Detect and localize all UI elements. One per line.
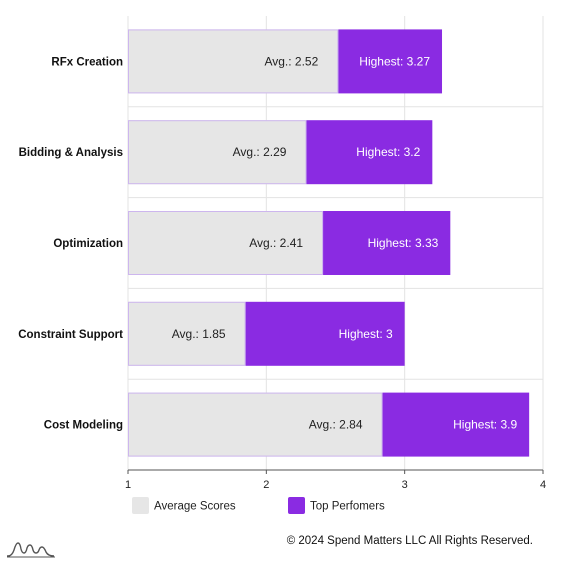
data-label-highest: Highest: 3 [339, 327, 393, 341]
category-label: Cost Modeling [44, 420, 123, 432]
data-label-highest: Highest: 3.2 [356, 145, 420, 159]
bar-average-outline [128, 29, 339, 94]
category-label: Bidding & Analysis [19, 147, 123, 159]
bar-average [128, 301, 246, 366]
data-label-highest: Highest: 3.27 [359, 54, 430, 68]
data-label-highest: Highest: 3.9 [453, 418, 517, 432]
category-label: Constraint Support [18, 329, 123, 341]
data-label-average: Avg.: 2.29 [233, 145, 287, 159]
copyright-text: © 2024 Spend Matters LLC All Rights Rese… [286, 535, 533, 547]
data-label-average: Avg.: 2.84 [309, 418, 363, 432]
x-tick-label: 4 [540, 479, 546, 491]
bar-average-outline [128, 392, 383, 457]
legend: Average Scores Top Perfomers [132, 497, 385, 514]
data-label-average: Avg.: 1.85 [172, 327, 226, 341]
legend-label: Top Perfomers [310, 501, 385, 513]
data-label-average: Avg.: 2.41 [249, 236, 303, 250]
bar-average-outline [128, 211, 324, 275]
bar-average [128, 211, 324, 275]
bars: Avg.: 2.52 Highest: 3.27 Avg.: 2.29 Highest… [128, 29, 530, 457]
bar-average [128, 120, 307, 185]
legend-swatch [132, 497, 149, 514]
category-labels: RFx Creation Bidding & Analysis Optimizati… [18, 56, 123, 431]
legend-label: Average Scores [154, 501, 236, 513]
category-label: Optimization [53, 238, 123, 250]
bar-average-outline [128, 120, 307, 185]
spend-matters-logo-icon [7, 542, 55, 558]
legend-swatch [288, 497, 305, 514]
bar-highest [323, 211, 451, 275]
bar-highest [338, 29, 443, 94]
data-label-highest: Highest: 3.33 [368, 236, 439, 250]
bar-highest [306, 120, 433, 185]
bar-average [128, 29, 339, 94]
data-label-average: Avg.: 2.52 [264, 54, 318, 68]
bar-average [128, 392, 383, 457]
x-tick-labels: 1 2 3 4 [125, 479, 546, 491]
bar-highest [382, 392, 530, 457]
x-tick-label: 1 [125, 479, 131, 491]
x-tick-label: 3 [402, 479, 408, 491]
bar-average-outline [128, 301, 246, 366]
x-tick-label: 2 [263, 479, 269, 491]
category-label: RFx Creation [51, 56, 123, 68]
chart: Avg.: 2.52 Highest: 3.27 Avg.: 2.29 Highest… [18, 16, 546, 514]
bar-highest [245, 301, 405, 366]
